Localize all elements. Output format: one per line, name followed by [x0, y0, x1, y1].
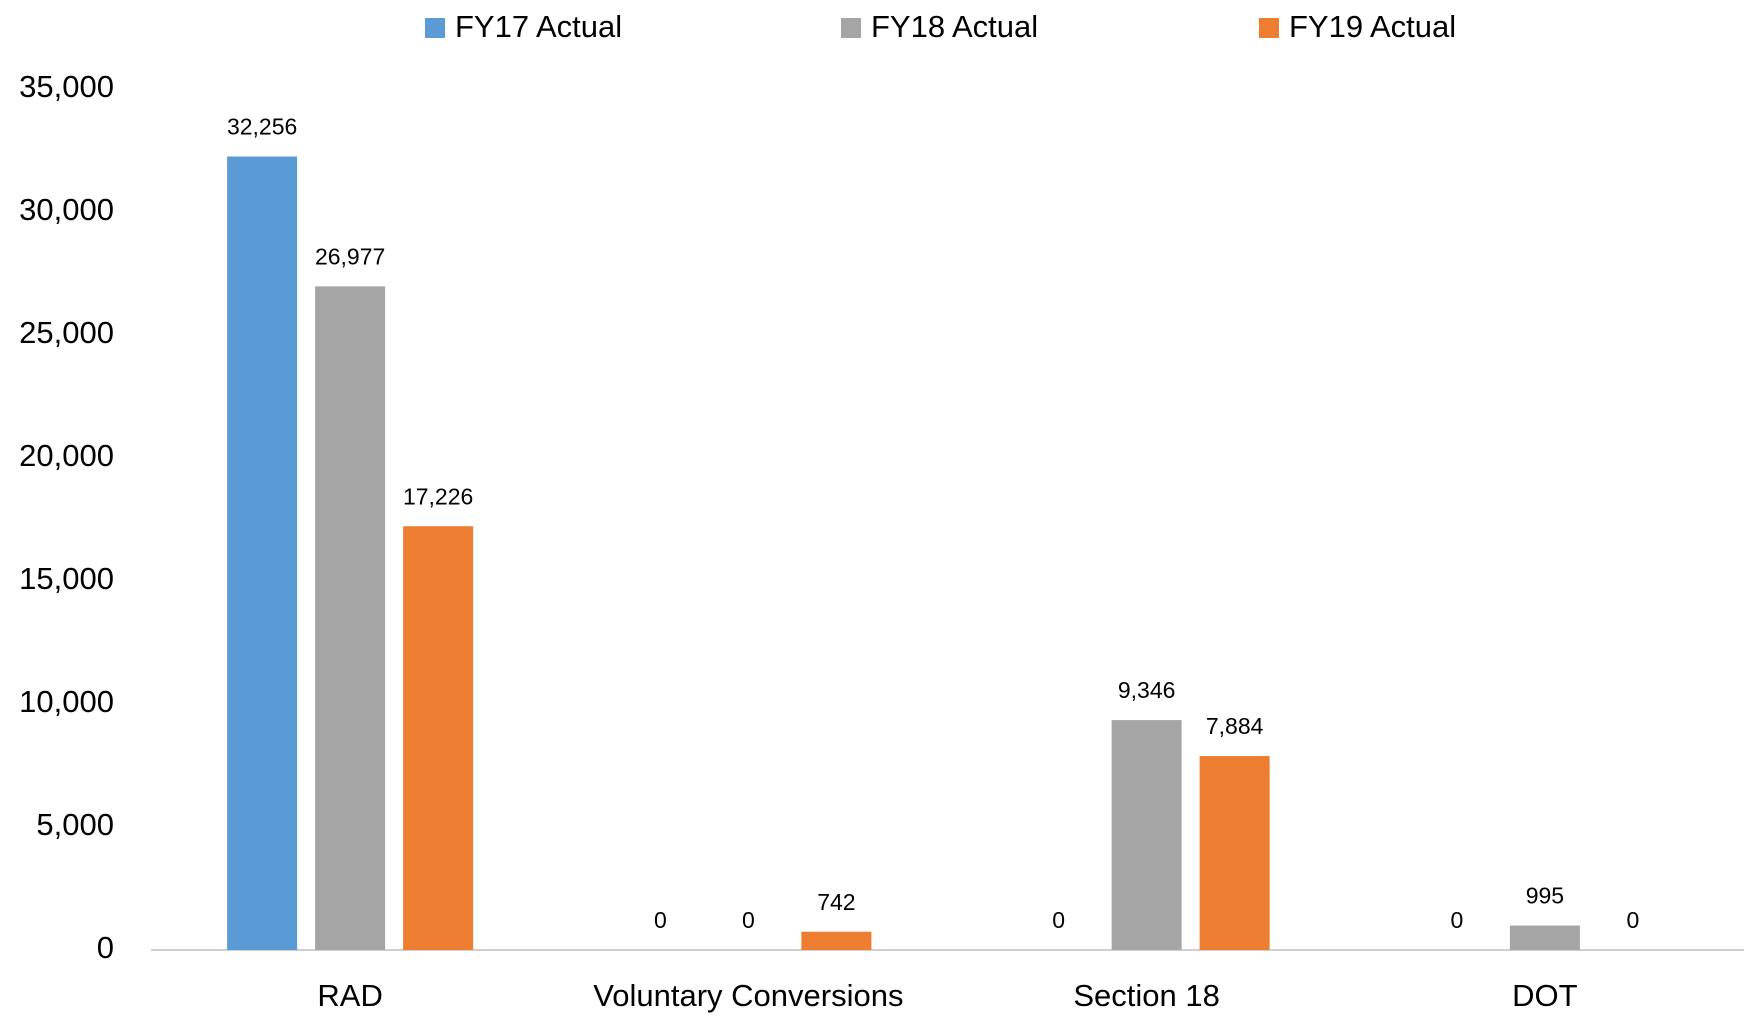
x-tick-label: DOT — [1512, 978, 1578, 1013]
data-label: 0 — [1052, 907, 1065, 933]
x-tick-label: RAD — [317, 978, 382, 1013]
bar — [1509, 925, 1580, 950]
legend-label: FY18 Actual — [871, 9, 1038, 44]
bar — [1199, 756, 1270, 950]
bar — [227, 156, 298, 951]
bar — [801, 931, 872, 950]
data-label: 32,256 — [227, 114, 297, 140]
legend-label: FY17 Actual — [455, 9, 622, 44]
x-tick-label: Voluntary Conversions — [593, 978, 903, 1013]
data-label: 7,884 — [1206, 713, 1264, 739]
y-tick-label: 30,000 — [19, 192, 114, 227]
y-tick-label: 5,000 — [36, 807, 114, 842]
x-tick-label: Section 18 — [1073, 978, 1220, 1013]
bar — [1111, 720, 1182, 950]
data-label: 0 — [654, 907, 667, 933]
y-tick-label: 25,000 — [19, 315, 114, 350]
y-tick-label: 20,000 — [19, 438, 114, 473]
legend-swatch — [841, 18, 861, 38]
data-label: 0 — [1450, 907, 1463, 933]
y-tick-label: 0 — [97, 930, 114, 965]
y-tick-label: 10,000 — [19, 684, 114, 719]
data-label: 9,346 — [1118, 677, 1176, 703]
y-tick-label: 35,000 — [19, 69, 114, 104]
data-label: 742 — [817, 889, 855, 915]
data-label: 0 — [1626, 907, 1639, 933]
data-label: 0 — [742, 907, 755, 933]
y-tick-label: 15,000 — [19, 561, 114, 596]
legend-label: FY19 Actual — [1289, 9, 1456, 44]
legend-swatch — [425, 18, 445, 38]
bar — [403, 526, 474, 950]
data-label: 995 — [1526, 883, 1564, 909]
bar — [315, 286, 386, 950]
data-label: 26,977 — [315, 243, 385, 269]
legend-swatch — [1259, 18, 1279, 38]
data-label: 17,226 — [403, 483, 473, 509]
